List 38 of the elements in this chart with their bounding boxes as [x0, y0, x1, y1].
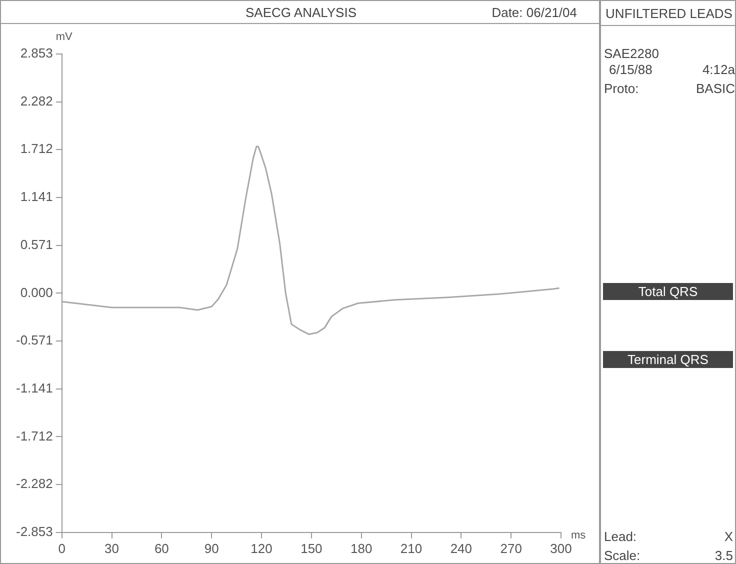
text: Total QRS [603, 283, 733, 300]
text: 4:12a [702, 62, 735, 77]
x-tick-label: 0 [58, 540, 66, 556]
text: Date: 06/21/04 [492, 5, 577, 20]
x-tick-label: 300 [550, 540, 572, 556]
x-tick-label: 240 [450, 540, 472, 556]
x-tick-label: 210 [400, 540, 422, 556]
chart-title: SAECG ANALYSIS [245, 5, 357, 20]
text: Proto: [604, 81, 639, 96]
x-tick-label: 120 [250, 540, 272, 556]
y-tick-label: -1.141 [16, 380, 53, 396]
x-tick-label: 30 [104, 540, 120, 556]
y-tick-label: 1.712 [20, 141, 53, 156]
x-tick-label: 180 [350, 540, 372, 556]
text: Terminal QRS [603, 351, 733, 368]
x-tick-label: 270 [500, 540, 522, 556]
y-tick-label: 1.141 [20, 189, 53, 204]
text: UNFILTERED LEADS [601, 5, 736, 26]
text: BASIC [696, 81, 735, 96]
y-tick-label: 0.571 [20, 236, 53, 252]
y-tick-label: -1.712 [16, 428, 53, 444]
y-tick-label: -2.282 [16, 476, 53, 492]
y-tick-label: 2.853 [20, 46, 53, 61]
text: SAE2280 [604, 46, 659, 61]
y-tick-label: 2.282 [20, 93, 53, 108]
text: 6/15/88 [609, 62, 652, 77]
text: Lead: [604, 529, 637, 544]
x-tick-label: 60 [154, 540, 169, 556]
y-axis-title: mV [56, 31, 74, 43]
x-tick-label: 90 [204, 540, 219, 556]
x-tick-label: 150 [300, 540, 322, 556]
text: 3.5 [714, 548, 733, 563]
text: X [724, 529, 733, 544]
y-tick-label: 0.000 [20, 284, 53, 300]
x-axis-title: ms [571, 529, 586, 542]
text: Scale: [604, 548, 640, 563]
y-tick-label: -2.853 [16, 524, 53, 539]
y-tick-label: -0.571 [16, 332, 53, 348]
